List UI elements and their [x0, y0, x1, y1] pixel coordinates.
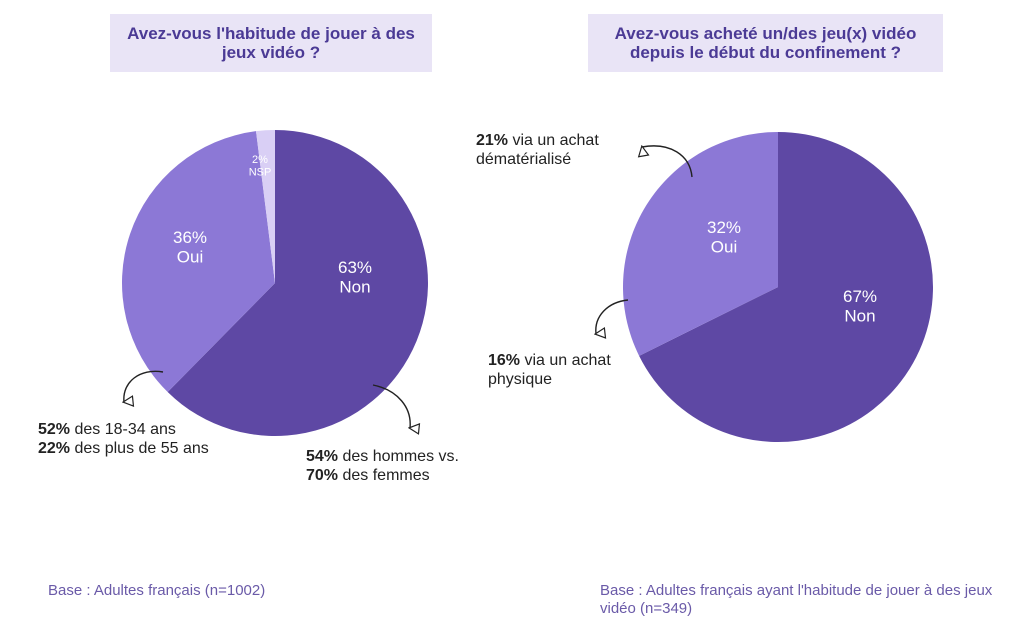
pie-slice-non	[639, 132, 933, 442]
annotation-text: des hommes vs.	[338, 448, 459, 465]
annotation-value: 52%	[38, 421, 71, 438]
annotation-text: physique	[488, 371, 553, 388]
annotation-text: via un achat	[508, 132, 599, 149]
arrow-right-phys	[596, 299, 629, 334]
slice-label-oui: 36% Oui	[173, 228, 207, 267]
pie-slice-non	[167, 130, 428, 436]
annotation-text: dématérialisé	[476, 151, 572, 168]
annotation-text: des plus de 55 ans	[70, 440, 209, 457]
annotation-right-physique: 16% via un achat physique	[488, 351, 611, 389]
pie-chart-right: 67% Non 32% Oui	[622, 132, 933, 442]
arrow-left-non	[372, 384, 410, 428]
annotation-left-oui: 52% des 18-34 ans 22% des plus de 55 ans	[38, 420, 209, 458]
annotation-value: 54%	[306, 448, 339, 465]
pie-slice-oui	[121, 131, 276, 393]
pie-chart-left: 63% Non 36% Oui 2% NSP	[121, 129, 428, 436]
annotation-value: 70%	[306, 467, 339, 484]
annotation-right-dematerialise: 21% via un achat dématérialisé	[476, 131, 599, 169]
annotation-text: des femmes	[338, 467, 430, 484]
chart-title-right: Avez-vous acheté un/des jeu(x) vidéo dep…	[588, 14, 943, 72]
base-note-left: Base : Adultes français (n=1002)	[48, 582, 266, 599]
annotation-value: 22%	[38, 440, 71, 457]
pie-slice-oui	[622, 132, 778, 356]
annotation-left-non: 54% des hommes vs. 70% des femmes	[306, 447, 459, 485]
arrow-right-dem	[642, 146, 693, 178]
pie-slice-nsp	[256, 129, 275, 283]
slice-label-non: 67% Non	[843, 287, 877, 326]
arrow-left-oui	[124, 370, 164, 402]
annotation-value: 21%	[476, 132, 509, 149]
chart-title-left: Avez-vous l'habitude de jouer à des jeux…	[110, 14, 432, 72]
annotation-text: via un achat	[520, 352, 611, 369]
base-note-right: Base : Adultes français ayant l'habitude…	[600, 582, 993, 617]
annotation-value: 16%	[488, 352, 521, 369]
slice-label-nsp: 2% NSP	[249, 154, 272, 179]
slice-label-oui: 32% Oui	[707, 218, 741, 257]
annotation-text: des 18-34 ans	[70, 421, 176, 438]
slice-label-non: 63% Non	[338, 258, 372, 297]
